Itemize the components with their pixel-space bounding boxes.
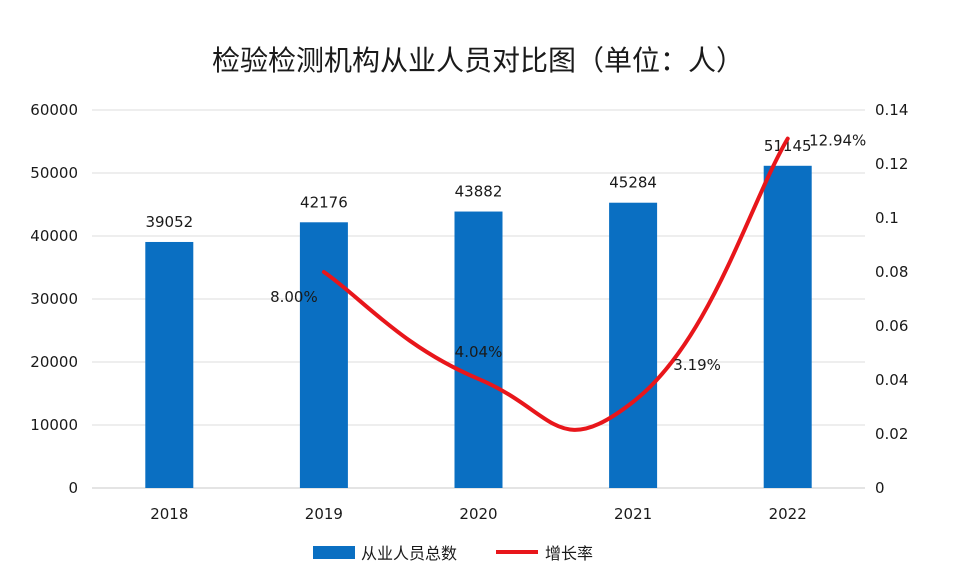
growth-line-group	[321, 136, 790, 432]
right-tick-label: 0.14	[875, 101, 908, 119]
right-tick-label: 0	[875, 479, 885, 497]
bar	[145, 241, 194, 488]
bar	[454, 211, 503, 488]
x-tick-label: 2022	[769, 505, 807, 523]
left-tick-label: 40000	[30, 227, 78, 245]
legend: 从业人员总数 增长率	[313, 544, 593, 563]
right-tick-label: 0.04	[875, 371, 908, 389]
right-tick-label: 0.02	[875, 425, 908, 443]
left-tick-label: 20000	[30, 353, 78, 371]
chart-title: 检验检测机构从业人员对比图（单位：人）	[212, 44, 744, 77]
growth-line	[321, 136, 790, 432]
left-tick-label: 50000	[30, 164, 78, 182]
x-tick-label: 2021	[614, 505, 652, 523]
bar-value-label: 43882	[455, 183, 503, 201]
right-tick-label: 0.06	[875, 317, 908, 335]
growth-value-label: 4.04%	[455, 343, 503, 361]
x-tick-label: 2019	[305, 505, 343, 523]
right-tick-label: 0.12	[875, 155, 908, 173]
legend-bar-label: 从业人员总数	[361, 544, 457, 563]
x-tick-label: 2020	[459, 505, 497, 523]
left-tick-label: 10000	[30, 416, 78, 434]
growth-value-label: 12.94%	[809, 132, 866, 150]
left-tick-label: 0	[68, 479, 78, 497]
bar	[609, 202, 658, 488]
bar	[299, 222, 348, 488]
bar-value-label: 51145	[764, 137, 812, 155]
bar-value-label: 42176	[300, 193, 348, 211]
legend-bar-swatch	[313, 546, 355, 559]
bar	[763, 165, 812, 488]
bar-labels: 39052 42176 43882 45284 51145	[145, 137, 811, 231]
left-tick-label: 30000	[30, 290, 78, 308]
x-axis-ticks: 2018 2019 2020 2021 2022	[150, 505, 807, 523]
right-tick-label: 0.1	[875, 209, 899, 227]
bar-value-label: 45284	[609, 174, 657, 192]
growth-value-label: 3.19%	[673, 356, 721, 374]
x-tick-label: 2018	[150, 505, 188, 523]
legend-line-label: 增长率	[545, 544, 593, 563]
growth-labels: 8.00% 4.04% 3.19% 12.94%	[270, 132, 866, 374]
growth-value-label: 8.00%	[270, 288, 318, 306]
bars	[145, 165, 812, 488]
left-tick-label: 60000	[30, 101, 78, 119]
right-axis-ticks: 0 0.02 0.04 0.06 0.08 0.1 0.12 0.14	[875, 101, 908, 497]
right-tick-label: 0.08	[875, 263, 908, 281]
left-axis-ticks: 0 10000 20000 30000 40000 50000 60000	[30, 101, 78, 497]
bar-value-label: 39052	[145, 213, 193, 231]
